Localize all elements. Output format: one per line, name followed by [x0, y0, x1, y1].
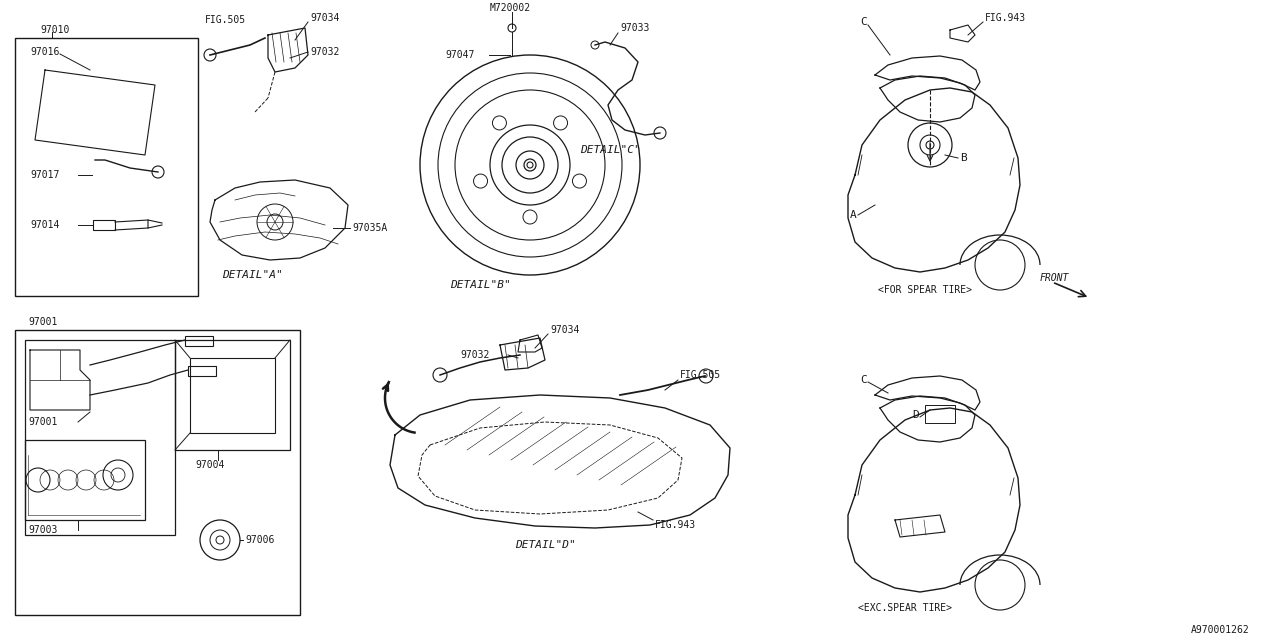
Text: FIG.943: FIG.943 [655, 520, 696, 530]
Bar [26, 340, 175, 535]
Text: <EXC.SPEAR TIRE>: <EXC.SPEAR TIRE> [858, 603, 952, 613]
Bar [26, 440, 145, 520]
Bar [15, 330, 300, 615]
Text: FIG.505: FIG.505 [680, 370, 721, 380]
Text: 97032: 97032 [460, 350, 489, 360]
Text: 97001: 97001 [28, 317, 58, 327]
Text: FIG.505: FIG.505 [205, 15, 246, 25]
Text: 97006: 97006 [244, 535, 274, 545]
Text: 97003: 97003 [28, 525, 58, 535]
Bar [175, 340, 291, 450]
Text: 97034: 97034 [310, 13, 339, 23]
Text: M720002: M720002 [490, 3, 531, 13]
Text: DETAIL"D": DETAIL"D" [515, 540, 576, 550]
Text: 97016: 97016 [29, 47, 59, 57]
Text: 97032: 97032 [310, 47, 339, 57]
Text: 97017: 97017 [29, 170, 59, 180]
Text: 97035A: 97035A [352, 223, 388, 233]
Text: C: C [860, 17, 867, 27]
Text: DETAIL"B": DETAIL"B" [449, 280, 511, 290]
Text: DETAIL"C": DETAIL"C" [580, 145, 640, 155]
Text: 97033: 97033 [620, 23, 649, 33]
Text: FRONT: FRONT [1039, 273, 1069, 283]
Text: DETAIL"A": DETAIL"A" [221, 270, 283, 280]
Bar [15, 38, 198, 296]
Text: <FOR SPEAR TIRE>: <FOR SPEAR TIRE> [878, 285, 972, 295]
Text: A970001262: A970001262 [1192, 625, 1251, 635]
Bar [93, 220, 115, 230]
Text: D: D [911, 410, 919, 420]
Bar [189, 358, 275, 433]
Text: 97004: 97004 [195, 460, 224, 470]
Bar [188, 366, 216, 376]
Text: C: C [860, 375, 867, 385]
Text: 97001: 97001 [28, 417, 58, 427]
Text: A: A [850, 210, 856, 220]
Text: FIG.943: FIG.943 [986, 13, 1027, 23]
Bar [186, 336, 212, 346]
Text: 97014: 97014 [29, 220, 59, 230]
Text: 97010: 97010 [40, 25, 69, 35]
Bar [925, 405, 955, 423]
Text: B: B [960, 153, 966, 163]
Text: 97047: 97047 [445, 50, 475, 60]
Text: 97034: 97034 [550, 325, 580, 335]
